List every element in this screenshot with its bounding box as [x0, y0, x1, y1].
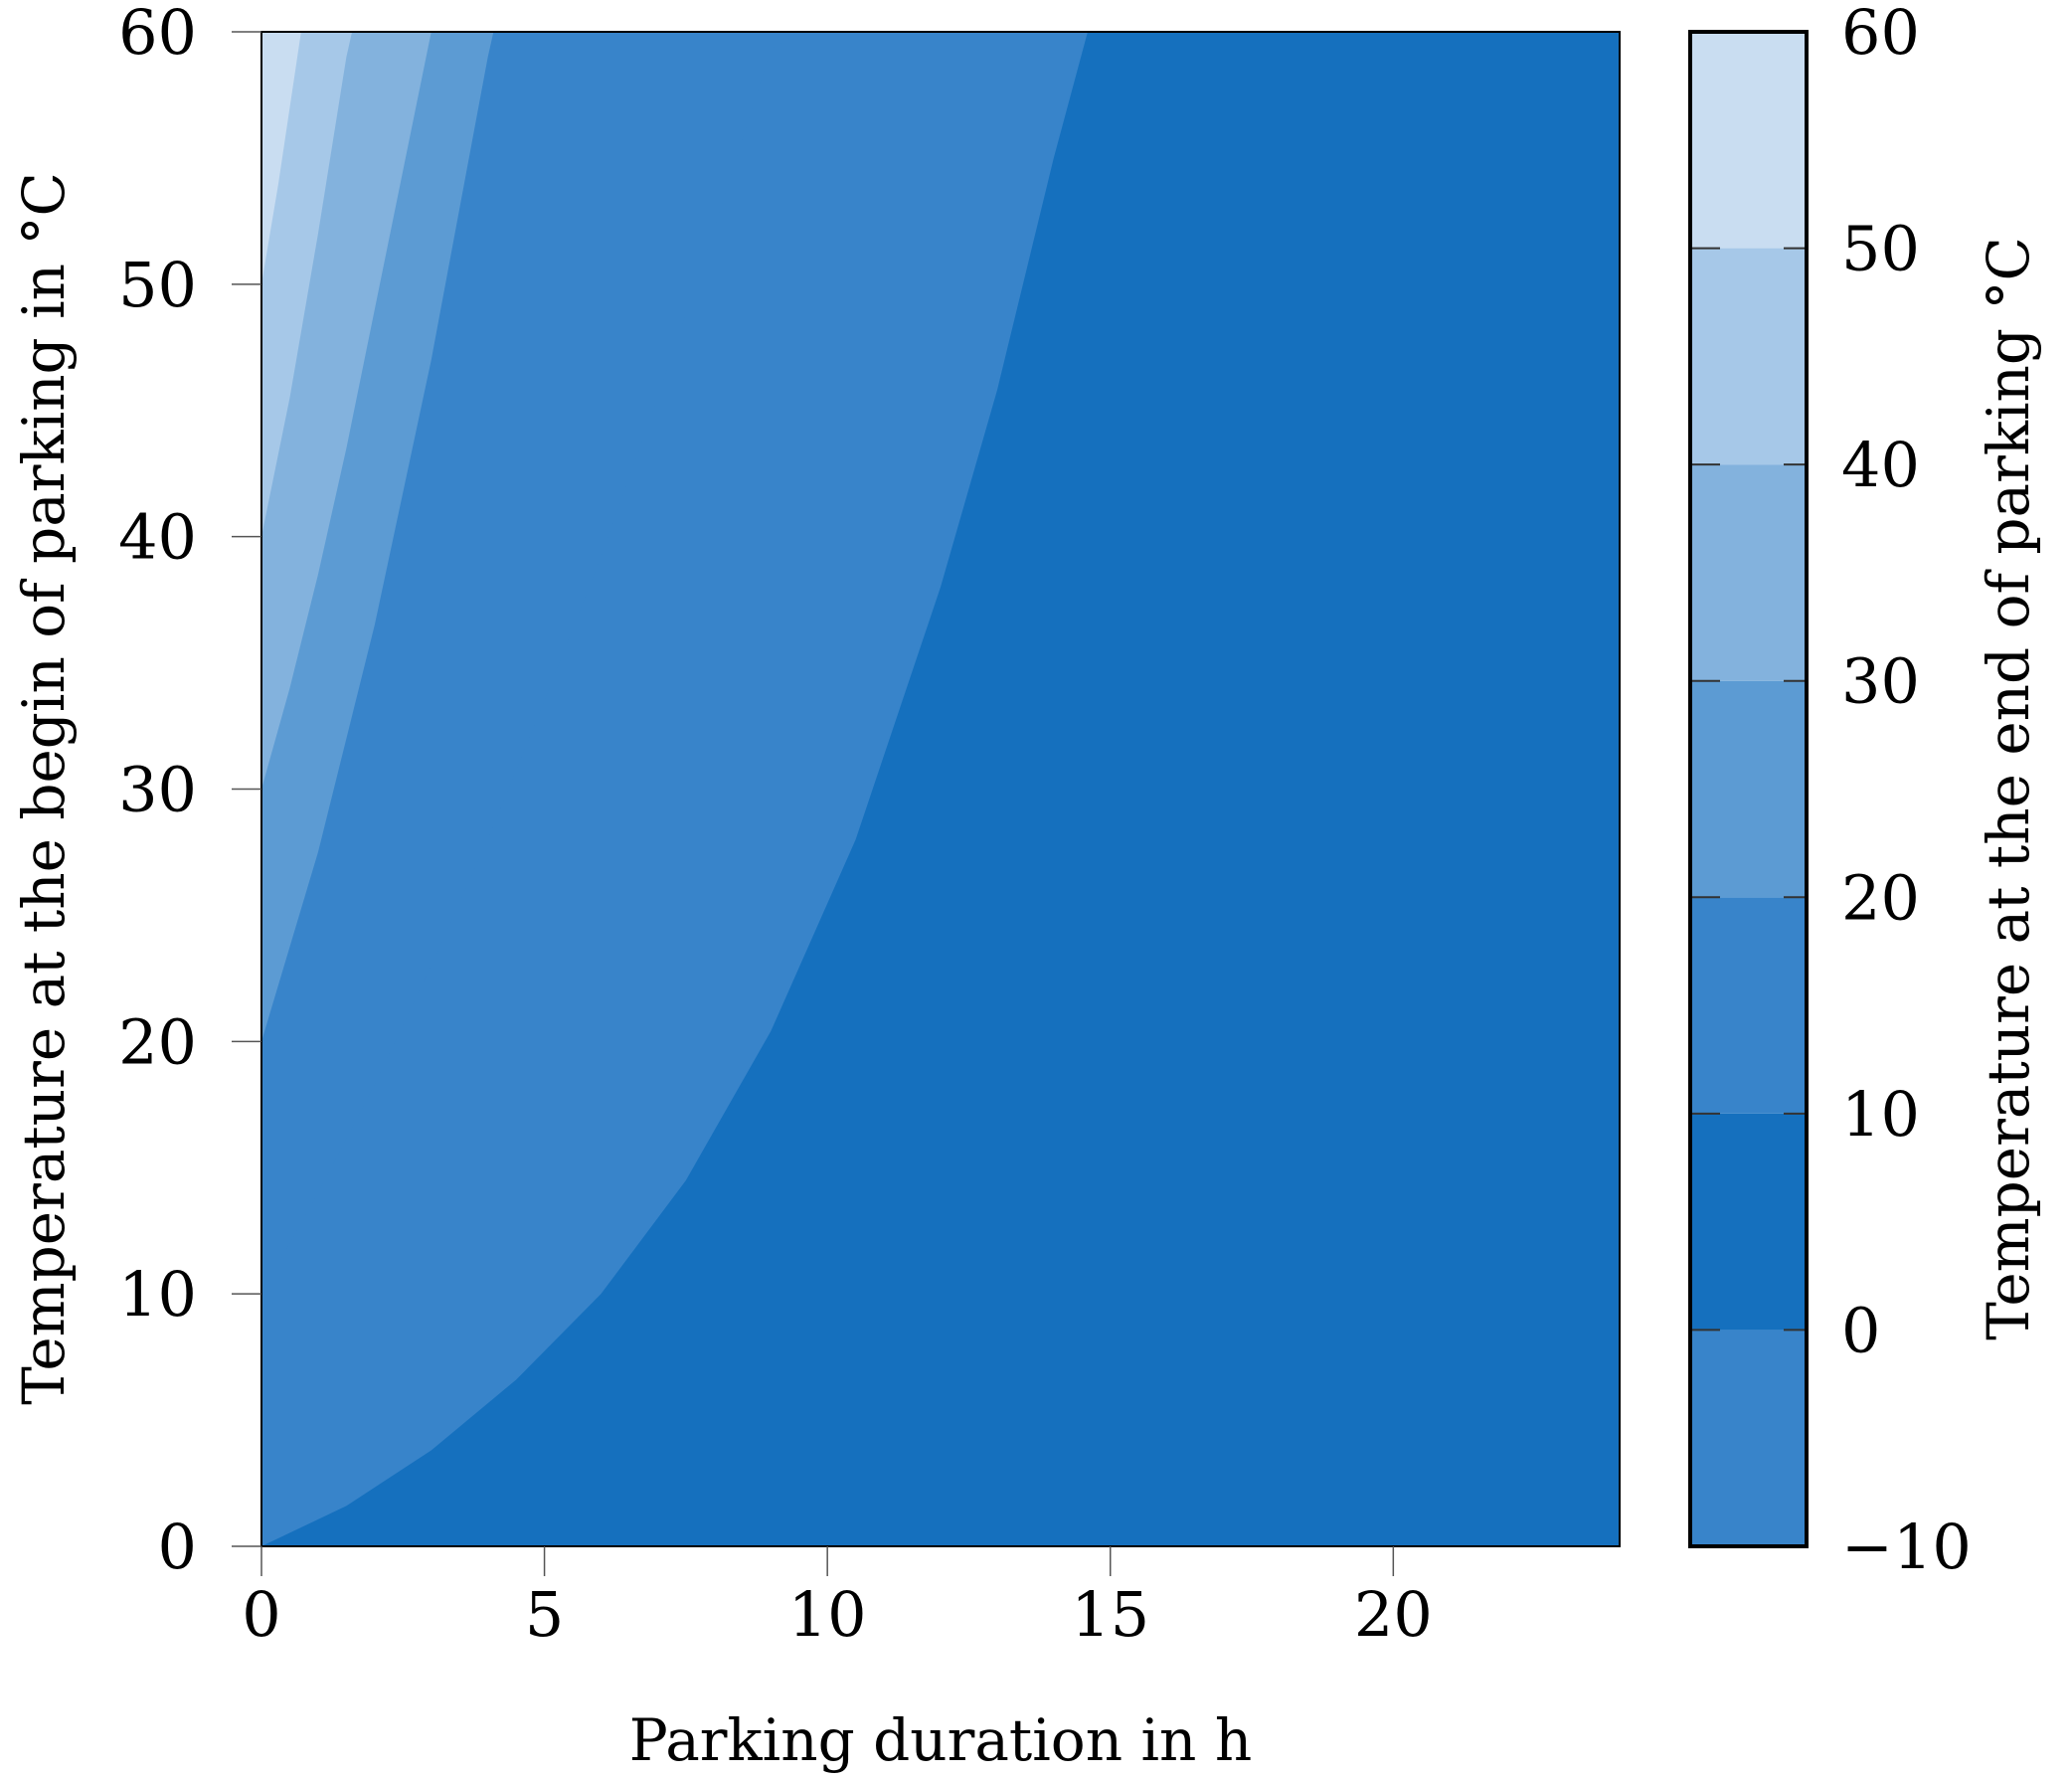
- y-tick-label: 60: [118, 0, 197, 69]
- x-tick-label: 20: [1354, 1578, 1433, 1651]
- colorbar-ticks: −10 0 10 20 30 40 50 60: [1841, 0, 1972, 1583]
- colorbar-tick-label: 20: [1841, 861, 1920, 934]
- colorbar-label: Temperature at the end of parking °C: [1975, 237, 2042, 1340]
- x-tick-label: 10: [788, 1578, 867, 1651]
- colorbar-frame: [1688, 30, 1809, 1548]
- colorbar-band: [1690, 32, 1807, 249]
- colorbar-tick-label: 30: [1841, 645, 1920, 718]
- colorbar-band: [1690, 897, 1807, 1114]
- colorbar-tick-label: 50: [1841, 213, 1920, 285]
- plot-area: [260, 31, 1621, 1547]
- y-axis-label: Temperature at the begin of parking in °…: [10, 172, 78, 1405]
- y-tick-label: 50: [118, 249, 197, 321]
- colorbar-separators: [1690, 247, 1807, 1332]
- x-tick-label: 0: [242, 1578, 280, 1651]
- contour-band-40: [261, 32, 353, 537]
- y-tick-label: 20: [118, 1005, 197, 1078]
- colorbar-bands: [1690, 32, 1807, 1546]
- colorbar-band: [1690, 1113, 1807, 1331]
- colorbar-band: [1690, 464, 1807, 681]
- y-tick-label: 0: [158, 1511, 197, 1583]
- y-axis: 0 10 20 30 40 50 60: [118, 0, 261, 1583]
- y-tick-label: 30: [118, 754, 197, 826]
- colorbar-band: [1690, 248, 1807, 465]
- y-tick-label: 10: [118, 1258, 197, 1331]
- contour-band-50: [261, 32, 301, 284]
- x-tick-label: 5: [525, 1578, 564, 1651]
- colorbar: −10 0 10 20 30 40 50 60: [1688, 0, 1972, 1583]
- colorbar-band: [1690, 680, 1807, 898]
- colorbar-band: [1690, 1330, 1807, 1546]
- colorbar-tick-label: −10: [1841, 1511, 1972, 1583]
- x-tick-label: 15: [1071, 1578, 1149, 1651]
- contour-fills: [261, 32, 1620, 1546]
- x-axis-label: Parking duration in h: [629, 1706, 1252, 1774]
- colorbar-tick-label: 40: [1841, 429, 1920, 501]
- colorbar-tick-label: 0: [1841, 1294, 1880, 1366]
- y-tick-label: 40: [118, 501, 197, 574]
- x-axis: 0 5 10 15 20: [242, 1546, 1433, 1651]
- colorbar-tick-label: 60: [1841, 0, 1920, 69]
- colorbar-tick-label: 10: [1841, 1078, 1920, 1151]
